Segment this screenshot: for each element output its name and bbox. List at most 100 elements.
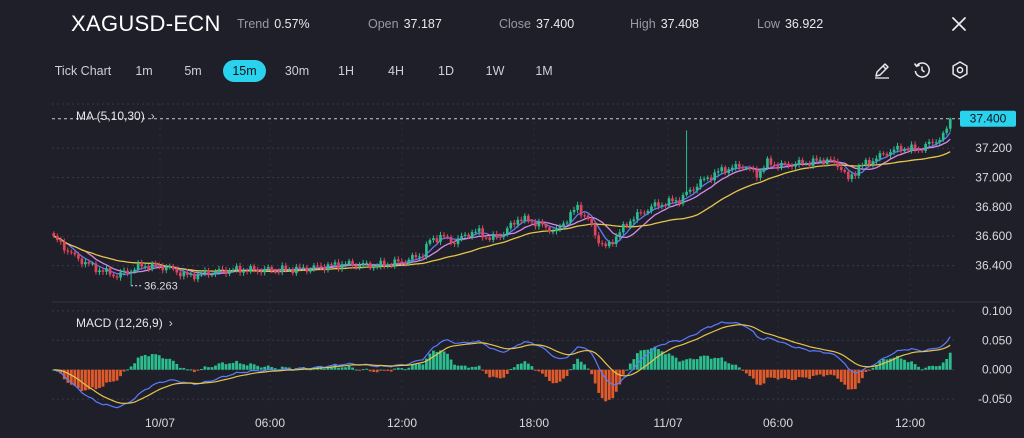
macd-histogram-bar (920, 369, 924, 371)
macd-histogram-bar (449, 359, 453, 370)
candle-body (776, 165, 780, 168)
candle-body (632, 219, 636, 222)
macd-histogram-bar (460, 365, 463, 370)
macd-histogram-bar (83, 369, 87, 391)
macd-histogram-bar (266, 365, 270, 370)
candle-body (280, 265, 284, 272)
macd-indicator-toggle[interactable]: MACD (12,26,9) › (76, 316, 173, 330)
candle-body (323, 266, 326, 271)
candle-body (214, 271, 217, 275)
candle-body (80, 258, 84, 265)
macd-histogram-bar (386, 369, 390, 371)
candle-body (302, 267, 305, 269)
candle-body (277, 271, 281, 273)
macd-histogram-bar (836, 369, 840, 379)
timeframe-5m[interactable]: 5m (184, 64, 202, 78)
low-marker-label: 36.263 (144, 281, 178, 293)
macd-histogram-bar (140, 355, 144, 370)
low-value: 36.922 (784, 17, 824, 31)
candle-body (607, 242, 611, 247)
candle-body (850, 174, 854, 180)
candle-body (284, 265, 288, 270)
macd-histogram-bar (112, 369, 115, 382)
macd-histogram-bar (505, 369, 509, 374)
macd-histogram-bar (196, 369, 200, 371)
candle-body (119, 272, 122, 278)
candle-body (811, 158, 815, 166)
macd-histogram-bar (530, 366, 534, 370)
timeframe-1mo[interactable]: 1M (535, 64, 553, 78)
macd-histogram-bar (744, 369, 748, 374)
candle-body (843, 169, 847, 172)
candle-body (555, 228, 558, 232)
candle-body (375, 266, 379, 268)
macd-histogram-bar (751, 369, 755, 379)
settings-icon[interactable] (950, 60, 970, 80)
candle-body (836, 161, 840, 168)
candle-body (379, 260, 383, 267)
timeframe-1h[interactable]: 1H (338, 64, 354, 78)
candle-body (818, 159, 822, 161)
macd-histogram-bar (270, 367, 274, 370)
macd-histogram-bar (671, 355, 674, 370)
macd-histogram-bar (558, 369, 562, 382)
candle-body (579, 204, 583, 216)
macd-histogram-bar (523, 361, 527, 370)
macd-histogram-bar (832, 369, 836, 376)
macd-histogram-bar (688, 358, 692, 370)
candle-body (671, 198, 674, 202)
timeframe-4h[interactable]: 4H (388, 64, 404, 78)
macd-histogram-bar (674, 357, 678, 370)
candle-body (639, 212, 643, 214)
candle-body (305, 267, 309, 272)
macd-histogram-bar (611, 369, 615, 399)
timeframe-15m[interactable]: 15m (223, 60, 266, 82)
time-axis-label: 06:00 (763, 416, 793, 430)
candle-body (238, 266, 242, 273)
timeframe-1m[interactable]: 1m (135, 64, 153, 78)
macd-histogram-bar (263, 366, 267, 370)
candle-body (618, 232, 622, 237)
candle-body (727, 169, 731, 174)
macd-histogram-bar (885, 359, 889, 370)
macd-histogram-bar (400, 368, 404, 370)
macd-histogram-bar (463, 365, 467, 370)
candle-body (502, 234, 506, 237)
timeframe-1d[interactable]: 1D (438, 64, 454, 78)
macd-histogram-bar (221, 362, 224, 370)
timeframe-tick-chart[interactable]: Tick Chart (54, 64, 112, 78)
macd-histogram-bar (273, 368, 277, 370)
macd-histogram-bar (245, 365, 249, 370)
macd-histogram-bar (702, 355, 706, 370)
candle-body (920, 150, 924, 152)
timeframe-30m[interactable]: 30m (284, 64, 310, 78)
macd-histogram-bar (857, 369, 861, 384)
candle-body (358, 265, 361, 267)
macd-histogram-bar (839, 369, 843, 382)
pencil-icon[interactable] (872, 60, 892, 80)
candle-body (189, 273, 193, 275)
history-icon[interactable] (912, 60, 932, 80)
candle-body (442, 235, 446, 237)
candle-body (382, 260, 386, 267)
macd-histogram-bar (87, 369, 91, 390)
candle-body (660, 205, 664, 207)
macd-histogram-bar (713, 357, 717, 370)
candle-body (604, 243, 608, 247)
candle-body (460, 235, 463, 239)
ma-indicator-toggle[interactable]: MA (5,10,30) › (76, 109, 155, 123)
candle-body (808, 163, 811, 166)
timeframe-1w[interactable]: 1W (485, 64, 505, 78)
macd-histogram-bar (382, 369, 386, 371)
macd-histogram-bar (491, 369, 495, 377)
macd-histogram-bar (882, 359, 885, 370)
macd-dif-line (53, 321, 951, 409)
close-icon[interactable] (948, 13, 970, 35)
candle-body (621, 224, 625, 233)
candle-body (657, 202, 660, 207)
macd-histogram-bar (755, 369, 759, 385)
open-value: 37.187 (403, 17, 442, 31)
macd-histogram-bar (200, 368, 203, 370)
candle-body (168, 265, 172, 268)
